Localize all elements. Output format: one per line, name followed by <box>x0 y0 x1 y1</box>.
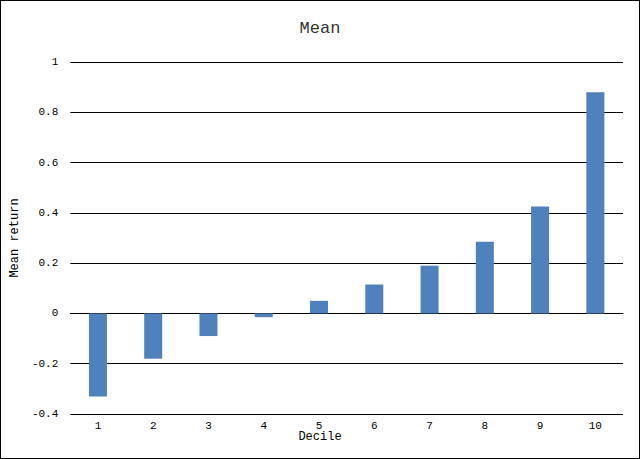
svg-text:0: 0 <box>52 307 59 319</box>
svg-text:0.2: 0.2 <box>38 257 58 269</box>
svg-text:Mean return: Mean return <box>8 198 22 277</box>
svg-text:1: 1 <box>95 420 102 432</box>
svg-text:5: 5 <box>315 419 323 432</box>
svg-text:-0.4: -0.4 <box>32 408 59 420</box>
svg-text:10: 10 <box>589 420 602 432</box>
svg-text:6: 6 <box>371 420 378 432</box>
svg-text:9: 9 <box>537 420 544 432</box>
svg-text:2: 2 <box>150 420 157 432</box>
svg-text:0.6: 0.6 <box>38 157 58 169</box>
svg-text:3: 3 <box>205 420 212 432</box>
svg-text:8: 8 <box>482 420 489 432</box>
svg-text:4: 4 <box>260 420 267 432</box>
svg-text:0.8: 0.8 <box>38 106 58 118</box>
svg-text:7: 7 <box>426 420 433 432</box>
svg-text:0.4: 0.4 <box>38 207 58 219</box>
svg-text:Decile: Decile <box>298 430 341 444</box>
svg-text:-0.2: -0.2 <box>32 358 58 370</box>
svg-text:Mean: Mean <box>300 19 341 38</box>
svg-text:1: 1 <box>52 56 59 68</box>
